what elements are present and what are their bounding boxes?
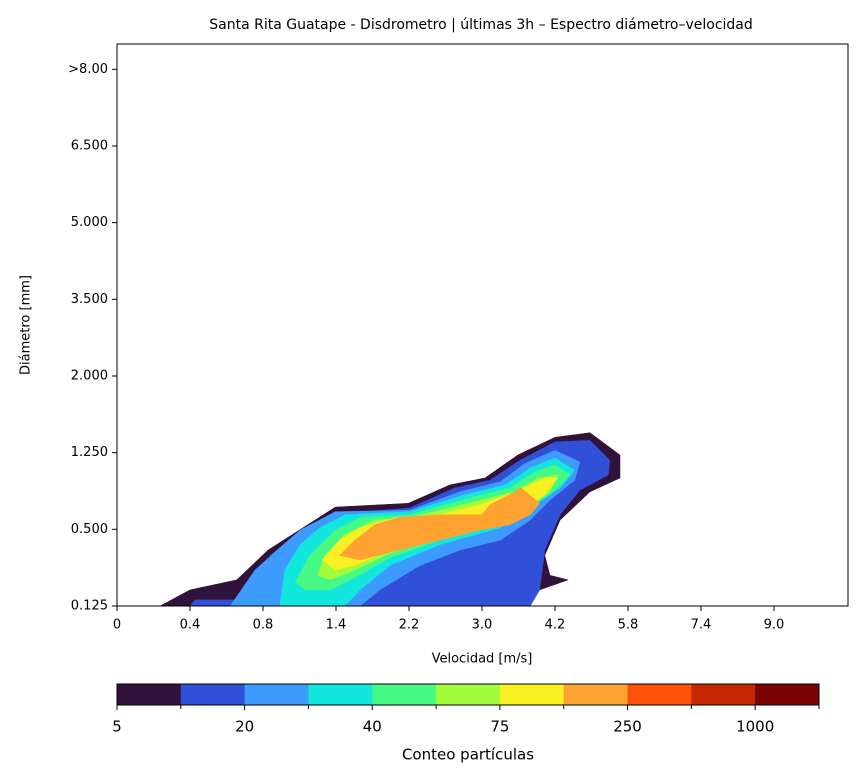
- y-axis-label: Diámetro [mm]: [19, 275, 34, 375]
- colorbar-swatch: [627, 684, 692, 705]
- x-tick-label: 0: [113, 618, 121, 633]
- colorbar-swatch: [436, 684, 501, 705]
- colorbar-swatch: [180, 684, 246, 705]
- x-tick-label: 0.8: [253, 618, 274, 633]
- x-axis-label: Velocidad [m/s]: [432, 652, 533, 667]
- colorbar-swatch: [308, 684, 373, 705]
- y-tick-label: >8.00: [68, 62, 108, 77]
- colorbar-tick-label: 5: [112, 718, 122, 736]
- x-tick-label: 1.4: [326, 618, 347, 633]
- x-tick-label: 5.8: [618, 618, 639, 633]
- y-tick-label: 2.000: [71, 368, 108, 383]
- y-tick-label: 3.500: [71, 292, 108, 307]
- colorbar-swatch: [563, 684, 629, 705]
- chart-title: Santa Rita Guatape - Disdrometro | últim…: [209, 17, 753, 33]
- colorbar-swatch: [691, 684, 756, 705]
- colorbar-tick-label: 40: [363, 718, 382, 736]
- y-tick-label: 1.250: [71, 445, 108, 460]
- x-tick-label: 4.2: [545, 618, 566, 633]
- colorbar-tick-label: 75: [490, 718, 509, 736]
- y-tick-label: 6.500: [71, 138, 108, 153]
- colorbar-swatch: [372, 684, 437, 705]
- colorbar-swatch: [755, 684, 820, 705]
- y-tick-label: 0.500: [71, 522, 108, 537]
- colorbar-swatch: [244, 684, 309, 705]
- x-tick-label: 2.2: [399, 618, 420, 633]
- colorbar-tick-label: 1000: [736, 718, 774, 736]
- x-tick-label: 3.0: [472, 618, 493, 633]
- x-tick-label: 7.4: [691, 618, 712, 633]
- y-tick-label: 0.125: [71, 599, 108, 614]
- contour-band: [339, 486, 541, 561]
- x-tick-label: 0.4: [180, 618, 201, 633]
- y-tick-label: 5.000: [71, 215, 108, 230]
- colorbar-swatch: [499, 684, 565, 705]
- colorbar-swatch: [117, 684, 182, 705]
- colorbar-tick-label: 250: [613, 718, 642, 736]
- colorbar-frame: [116, 683, 820, 706]
- colorbar-tick-label: 20: [235, 718, 254, 736]
- x-tick-label: 9.0: [764, 618, 785, 633]
- colorbar-label: Conteo partículas: [402, 746, 534, 764]
